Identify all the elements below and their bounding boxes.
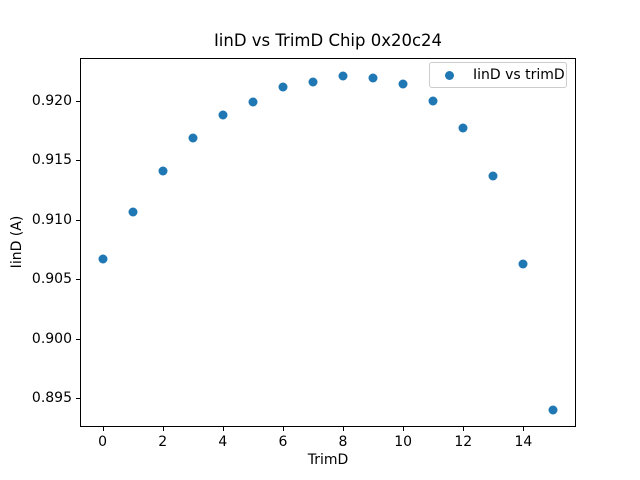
- data-point: [428, 96, 438, 106]
- x-tick: [102, 427, 104, 431]
- x-tick: [523, 427, 525, 431]
- y-tick-label: 0.915: [31, 152, 72, 169]
- y-tick-label: 0.905: [31, 271, 72, 288]
- data-point: [158, 166, 168, 176]
- y-tick: [76, 100, 80, 102]
- y-tick: [76, 338, 80, 340]
- y-tick: [76, 219, 80, 221]
- x-tick: [222, 427, 224, 431]
- x-tick: [343, 427, 345, 431]
- data-point: [278, 82, 288, 92]
- x-tick-label: 12: [454, 434, 473, 450]
- x-tick-label: 10: [394, 434, 413, 450]
- y-tick: [76, 160, 80, 162]
- data-point: [518, 259, 528, 269]
- plot-area: [80, 58, 576, 427]
- data-point: [248, 97, 258, 107]
- x-tick-label: 6: [278, 434, 288, 450]
- data-point: [398, 79, 408, 89]
- data-point: [218, 110, 228, 120]
- x-tick: [282, 427, 284, 431]
- data-point: [338, 71, 348, 81]
- chart-title: IinD vs TrimD Chip 0x20c24: [213, 31, 443, 50]
- data-point: [128, 207, 138, 217]
- y-tick-label: 0.920: [31, 92, 72, 109]
- x-axis-label: TrimD: [307, 452, 349, 468]
- legend-entry-label: IinD vs trimD: [473, 67, 565, 83]
- x-tick: [463, 427, 465, 431]
- x-tick: [403, 427, 405, 431]
- x-tick-label: 2: [158, 434, 168, 450]
- data-point: [368, 73, 378, 83]
- legend: IinD vs trimD: [429, 62, 567, 88]
- y-tick-label: 0.910: [31, 211, 72, 228]
- data-point: [188, 133, 198, 143]
- x-tick: [162, 427, 164, 431]
- data-point: [548, 405, 558, 415]
- y-tick-label: 0.900: [31, 330, 72, 347]
- y-tick-label: 0.895: [31, 390, 72, 407]
- data-point: [308, 77, 318, 87]
- x-tick-label: 0: [98, 434, 107, 450]
- x-tick-label: 8: [338, 434, 348, 450]
- legend-marker-dot-icon: [445, 70, 454, 80]
- y-tick: [76, 398, 80, 400]
- data-point: [458, 123, 468, 133]
- x-tick-label: 14: [514, 434, 533, 450]
- data-point: [98, 254, 108, 264]
- data-point: [488, 171, 498, 181]
- x-tick-label: 4: [218, 434, 228, 450]
- y-tick: [76, 279, 80, 281]
